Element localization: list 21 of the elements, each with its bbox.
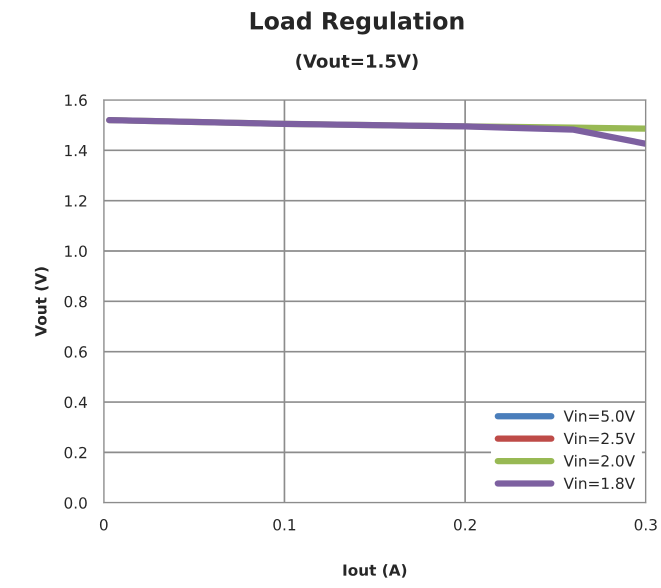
y-tick-label: 1.4: [65, 144, 87, 156]
x-tick-label: 0.3: [634, 518, 657, 531]
y-tick-label: 1.2: [65, 195, 86, 206]
y-tick-label: 1.0: [65, 245, 87, 258]
x-tick-label: 0: [100, 518, 108, 531]
x-tick-label: 0.1: [273, 518, 296, 531]
legend-label: Vin=5.0V: [564, 410, 635, 422]
x-axis-title: Iout (A): [343, 564, 406, 578]
y-axis-title: Vout (V): [34, 267, 48, 337]
y-tick-label: 0.8: [64, 296, 87, 308]
y-tick-label: 0.4: [64, 396, 87, 408]
y-tick-label: 0.6: [64, 346, 87, 358]
legend-label: Vin=1.8V: [564, 477, 635, 490]
x-tick-label: 0.2: [454, 518, 476, 531]
legend-label: Vin=2.0V: [564, 454, 635, 467]
y-tick-label: 0.0: [64, 497, 87, 509]
chart-title: Load Regulation: [250, 11, 464, 34]
legend-label: Vin=2.5V: [564, 432, 635, 444]
chart-subtitle: (Vout=1.5V): [296, 54, 418, 70]
y-tick-label: 0.2: [64, 446, 86, 458]
y-tick-label: 1.6: [65, 94, 87, 106]
